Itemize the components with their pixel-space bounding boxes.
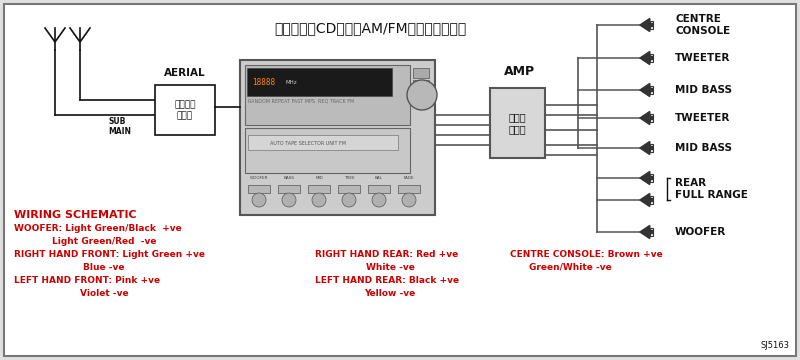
Bar (245, 65, 410, 125)
Bar (650, 23, 653, 27)
Bar (650, 198, 653, 202)
Polygon shape (640, 84, 650, 96)
Bar (240, 60, 435, 215)
Polygon shape (640, 51, 650, 64)
Bar (413, 94, 429, 104)
Text: BAL: BAL (375, 176, 383, 180)
Text: アンテナ
アンプ: アンテナ アンプ (174, 100, 196, 120)
Text: WOOFER: Light Green/Black  +ve: WOOFER: Light Green/Black +ve (14, 224, 182, 233)
Text: SJ5163: SJ5163 (761, 341, 790, 350)
Text: TWEETER: TWEETER (675, 113, 730, 123)
Text: White -ve: White -ve (366, 263, 414, 272)
Bar (368, 185, 390, 193)
Circle shape (372, 193, 386, 207)
Text: WOOFER: WOOFER (250, 176, 268, 180)
Bar (650, 22, 653, 28)
Text: WOOFER: WOOFER (675, 227, 726, 237)
Polygon shape (640, 141, 650, 154)
Text: MID: MID (315, 176, 323, 180)
Text: WIRING SCHEMATIC: WIRING SCHEMATIC (14, 210, 137, 220)
Text: RANDOM REPEAT FAST MPS  REQ TRACK FM: RANDOM REPEAT FAST MPS REQ TRACK FM (248, 98, 354, 103)
Text: CENTRE CONSOLE: Brown +ve: CENTRE CONSOLE: Brown +ve (510, 250, 662, 259)
Bar (650, 146, 653, 150)
Text: Green/White -ve: Green/White -ve (529, 263, 611, 272)
Bar (650, 144, 653, 152)
Text: BASS: BASS (283, 176, 294, 180)
Circle shape (312, 193, 326, 207)
Polygon shape (640, 225, 650, 239)
Bar (398, 185, 420, 193)
Text: AMP: AMP (505, 65, 535, 78)
Bar (413, 68, 429, 78)
Circle shape (407, 80, 437, 110)
Bar (650, 114, 653, 122)
Bar (490, 88, 545, 158)
Bar (248, 135, 398, 150)
Bar (413, 80, 429, 90)
Bar (650, 86, 653, 94)
Text: AERIAL: AERIAL (164, 68, 206, 78)
Text: パワー
アンプ: パワー アンプ (509, 112, 526, 134)
Bar (650, 88, 653, 92)
Bar (248, 185, 270, 193)
Text: Blue -ve: Blue -ve (83, 263, 125, 272)
Bar (650, 229, 653, 235)
Circle shape (252, 193, 266, 207)
Circle shape (282, 193, 296, 207)
Bar (338, 185, 360, 193)
Bar (650, 175, 653, 181)
Text: TREE: TREE (344, 176, 354, 180)
Circle shape (342, 193, 356, 207)
Text: MHz: MHz (285, 80, 297, 85)
Text: CENTRE
CONSOLE: CENTRE CONSOLE (675, 14, 730, 36)
Bar (650, 116, 653, 120)
Polygon shape (640, 171, 650, 185)
Text: SUB: SUB (108, 117, 126, 126)
Text: Light Green/Red  -ve: Light Green/Red -ve (52, 237, 156, 246)
Text: MAIN: MAIN (108, 127, 131, 136)
Polygon shape (640, 194, 650, 207)
Bar (650, 56, 653, 60)
Bar (278, 185, 300, 193)
Polygon shape (640, 18, 650, 32)
Text: RIGHT HAND FRONT: Light Green +ve: RIGHT HAND FRONT: Light Green +ve (14, 250, 205, 259)
Text: RIGHT HAND REAR: Red +ve: RIGHT HAND REAR: Red +ve (315, 250, 458, 259)
Bar (155, 85, 215, 135)
Bar (650, 230, 653, 234)
Text: MID BASS: MID BASS (675, 143, 732, 153)
Circle shape (402, 193, 416, 207)
Bar (308, 185, 330, 193)
Text: TWEETER: TWEETER (675, 53, 730, 63)
Text: MID BASS: MID BASS (675, 85, 732, 95)
Bar (245, 128, 410, 173)
Polygon shape (640, 112, 650, 125)
Bar (650, 197, 653, 203)
Text: カセット・CD一体型AM/FM電子チューナー: カセット・CD一体型AM/FM電子チューナー (274, 21, 466, 35)
Text: LEFT HAND FRONT: Pink +ve: LEFT HAND FRONT: Pink +ve (14, 276, 160, 285)
Text: Violet -ve: Violet -ve (80, 289, 128, 298)
Text: REAR
FULL RANGE: REAR FULL RANGE (675, 179, 748, 199)
Text: FADE: FADE (404, 176, 414, 180)
Text: AUTO TAPE SELECTOR UNIT FM: AUTO TAPE SELECTOR UNIT FM (270, 140, 346, 145)
Bar (650, 54, 653, 62)
Text: LEFT HAND REAR: Black +ve: LEFT HAND REAR: Black +ve (315, 276, 459, 285)
Text: Yellow -ve: Yellow -ve (364, 289, 416, 298)
Text: 18888: 18888 (252, 77, 275, 86)
Bar (247, 68, 392, 96)
Bar (650, 176, 653, 180)
